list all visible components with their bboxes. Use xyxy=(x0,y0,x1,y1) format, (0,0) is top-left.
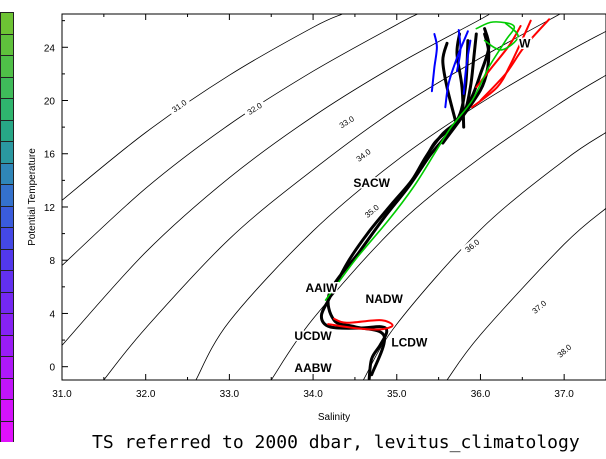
y-tick-label: 4 xyxy=(49,309,55,320)
x-axis-label: Salinity xyxy=(318,412,350,423)
contour-label-bg xyxy=(167,95,192,117)
color-scale-swatch xyxy=(0,205,14,227)
color-scale-swatch xyxy=(0,55,14,77)
density-contour xyxy=(270,74,606,380)
contour-label-bg xyxy=(460,234,484,257)
water-mass-label: LCDW xyxy=(391,336,428,350)
ts-profile-line xyxy=(455,32,466,129)
ts-profile-line xyxy=(456,29,462,73)
color-scale-swatch xyxy=(0,98,14,120)
x-tick-label: 31.0 xyxy=(52,389,72,400)
color-scale-swatch xyxy=(0,162,14,184)
density-contour xyxy=(62,14,491,346)
density-contour xyxy=(62,14,343,201)
y-tick-label: 0 xyxy=(49,363,55,374)
color-scale-swatch xyxy=(0,119,14,141)
water-mass-label: W xyxy=(519,36,531,50)
density-contour xyxy=(446,207,606,380)
plot-frame xyxy=(61,13,606,381)
contour-label-bg xyxy=(242,98,267,119)
water-mass-label: NADW xyxy=(366,292,404,306)
ts-profile-line xyxy=(479,18,551,102)
water-mass-label: AAIW xyxy=(305,281,338,295)
y-tick-label: 8 xyxy=(49,256,55,267)
contour-label-bg xyxy=(552,339,576,362)
x-tick-label: 36.0 xyxy=(471,389,491,400)
profile-series xyxy=(319,18,551,380)
color-scale-swatch xyxy=(0,291,14,313)
color-scale-swatch xyxy=(0,141,14,163)
color-scale-swatch xyxy=(0,184,14,206)
x-tick-label: 35.0 xyxy=(387,389,407,400)
color-scale-swatch xyxy=(0,420,14,442)
plot-axes: 31.0 32.0 33.0 34.0 35.0 36.0 37.0 0 4 8 12 16 20 24 xyxy=(44,13,606,400)
water-mass-label: UCDW xyxy=(294,329,332,343)
color-scale-swatch xyxy=(0,227,14,249)
ts-profile-line xyxy=(319,27,491,380)
color-scale-swatch xyxy=(0,33,14,55)
color-scale-swatch xyxy=(0,356,14,378)
ts-profile-line xyxy=(324,21,516,301)
ts-profile-line xyxy=(326,32,478,377)
ts-diagram: 31.0 32.0 33.0 34.0 35.0 36.0 37.004812162024 … xyxy=(27,13,606,423)
contour-label-bg xyxy=(527,295,551,318)
ts-profile-line xyxy=(327,317,394,331)
color-scale-swatch xyxy=(0,270,14,292)
water-mass-labels: SACW AAIW NADW UCDW LCDW AABW W xyxy=(293,35,533,377)
contour-label-bg xyxy=(351,144,376,166)
water-mass-label: AABW xyxy=(294,361,332,375)
ts-profile-line xyxy=(462,39,472,95)
density-contour xyxy=(103,14,561,380)
y-tick-label: 24 xyxy=(44,43,56,54)
contour-label-bg xyxy=(334,111,359,132)
x-tick-label: 37.0 xyxy=(554,389,574,400)
density-contour xyxy=(195,30,606,380)
ts-profile-line xyxy=(444,30,469,109)
ts-profile-line xyxy=(483,22,519,51)
y-tick-label: 20 xyxy=(44,97,56,108)
color-scale-swatch xyxy=(0,399,14,421)
x-tick-label: 33.0 xyxy=(220,389,240,400)
color-scale-swatch xyxy=(0,248,14,270)
contour-label-bg xyxy=(360,200,384,222)
ts-profile-line xyxy=(441,41,457,122)
x-tick-label: 32.0 xyxy=(136,389,156,400)
y-tick-label: 16 xyxy=(44,150,56,161)
color-scale-bar xyxy=(0,12,14,442)
x-tick-label: 34.0 xyxy=(303,389,323,400)
y-tick-label: 12 xyxy=(44,203,56,214)
water-mass-label: SACW xyxy=(353,176,390,190)
color-scale-swatch xyxy=(0,313,14,335)
color-scale-swatch xyxy=(0,377,14,399)
color-scale-swatch xyxy=(0,76,14,98)
color-scale-swatch xyxy=(0,334,14,356)
color-scale-swatch xyxy=(0,12,14,34)
density-contour xyxy=(62,14,418,266)
y-axis-label: Potential Temperature xyxy=(27,148,38,246)
ts-profile-line xyxy=(430,33,438,93)
caption: TS referred to 2000 dbar, levitus_climat… xyxy=(92,432,580,453)
ts-profile-line xyxy=(471,19,532,109)
